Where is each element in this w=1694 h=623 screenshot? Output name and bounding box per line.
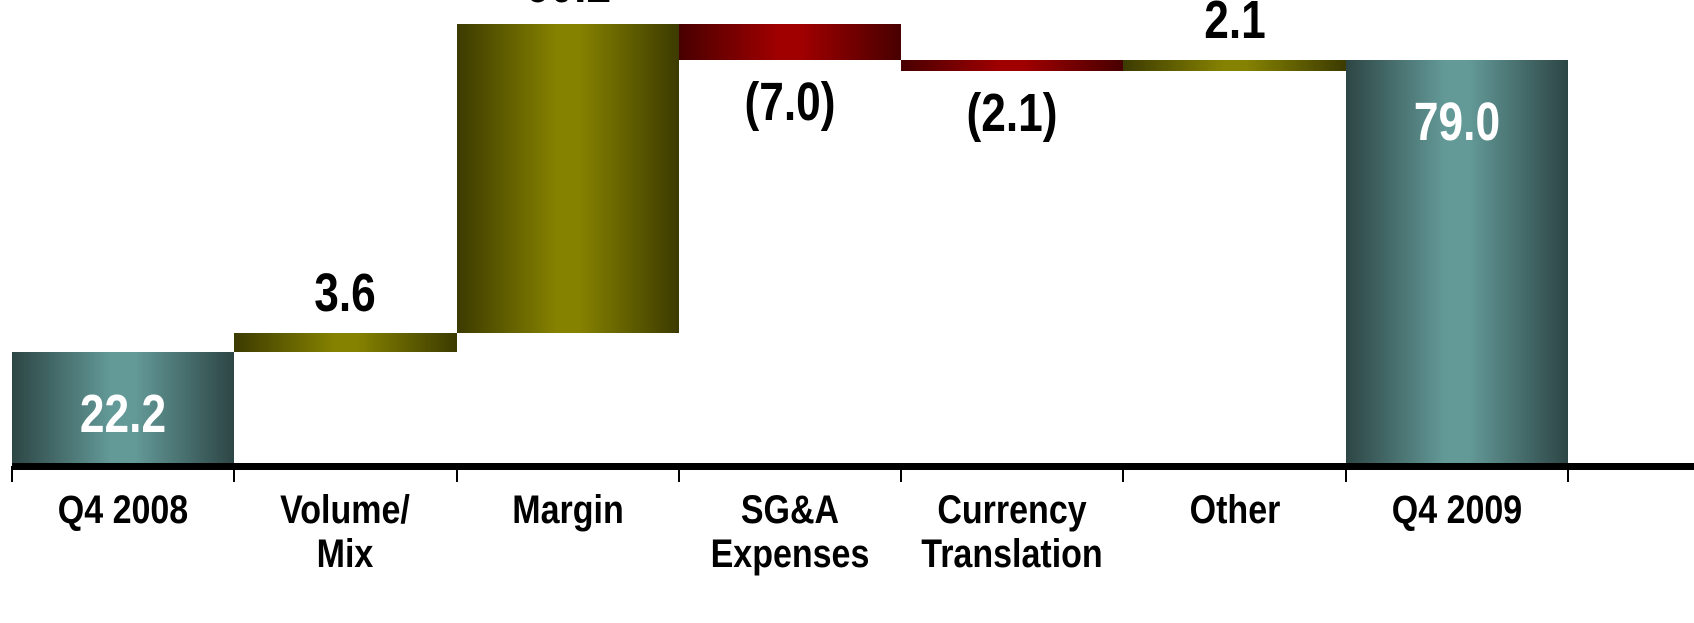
x-tick — [1567, 466, 1569, 482]
x-tick-label: SG&A Expenses — [710, 488, 870, 576]
bar — [678, 24, 902, 61]
value-label: 60.2 — [461, 0, 674, 14]
bar — [456, 24, 679, 334]
x-tick — [233, 466, 236, 482]
x-tick-label: Other — [1189, 488, 1280, 532]
x-tick-label: Q4 2009 — [1391, 488, 1523, 532]
bar — [1123, 60, 1346, 71]
x-tick — [900, 466, 903, 482]
x-tick-label: Currency Translation — [921, 488, 1103, 576]
x-tick — [11, 466, 13, 482]
value-label: 79.0 — [1413, 92, 1500, 153]
value-label: 22.2 — [80, 383, 167, 444]
bar — [234, 333, 457, 352]
x-tick-label: Volume/ Mix — [280, 488, 411, 576]
x-tick-label: Q4 2008 — [57, 488, 189, 532]
x-tick — [455, 466, 458, 482]
bar — [1345, 60, 1568, 466]
x-tick — [1344, 466, 1347, 482]
bar — [12, 351, 235, 466]
value-label: 3.6 — [314, 263, 377, 324]
bar — [901, 60, 1124, 71]
x-tick — [1122, 466, 1125, 482]
x-axis — [12, 463, 1694, 470]
x-tick-label: Margin — [511, 488, 624, 532]
value-label: 2.1 — [1203, 0, 1266, 51]
x-tick — [677, 466, 680, 482]
value-label: (2.1) — [966, 83, 1058, 143]
value-label: (7.0) — [744, 72, 836, 133]
